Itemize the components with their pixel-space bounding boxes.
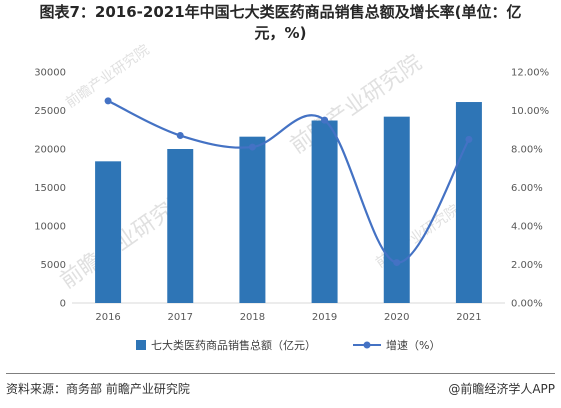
left-axis-tick-label: 30000 (34, 68, 66, 79)
bar-2020 (383, 116, 410, 303)
legend-swatch-bar (136, 340, 146, 350)
left-axis-tick-label: 20000 (34, 145, 66, 156)
left-axis-ticks: 0 5000 10000 15000 20000 25000 30000 (34, 68, 66, 310)
legend-marker-line (363, 341, 371, 349)
title-line-1: 图表7：2016-2021年中国七大类医药商品销售总额及增长率(单位：亿 (39, 3, 522, 21)
x-axis-label: 2019 (312, 312, 337, 323)
legend-label-bar: 七大类医药商品销售总额（亿元） (151, 338, 316, 352)
growth-point-2020 (393, 259, 401, 267)
right-axis-tick-label: 12.00% (511, 68, 549, 79)
credit-note: @前瞻经济学人APP (448, 382, 555, 396)
legend: 七大类医药商品销售总额（亿元） 增速（%） (136, 338, 440, 352)
bar-2017 (167, 149, 194, 303)
growth-point-2016 (104, 97, 112, 105)
left-axis-tick-label: 15000 (34, 183, 66, 194)
growth-point-2018 (248, 143, 256, 151)
title-line-2: 元，%) (254, 24, 307, 42)
growth-line-series (104, 97, 473, 267)
right-axis-tick-label: 0.00% (511, 299, 543, 310)
source-note: 资料来源：商务部 前瞻产业研究院 (6, 382, 190, 396)
left-axis-tick-label: 5000 (41, 260, 66, 271)
bar-series (95, 102, 482, 303)
footer-divider (6, 373, 555, 374)
x-axis-labels: 2016 2017 2018 2019 2020 2021 (95, 312, 481, 323)
right-axis-tick-label: 10.00% (511, 106, 549, 117)
x-axis-label: 2021 (456, 312, 481, 323)
bar-2021 (455, 102, 482, 303)
growth-point-2021 (465, 135, 473, 143)
left-axis-tick-label: 0 (60, 299, 66, 310)
x-axis-label: 2020 (384, 312, 409, 323)
right-axis-tick-label: 8.00% (511, 145, 543, 156)
bar-2019 (311, 120, 338, 303)
x-axis-label: 2017 (168, 312, 193, 323)
legend-label-line: 增速（%） (386, 338, 440, 352)
left-axis-tick-label: 10000 (34, 222, 66, 233)
right-axis-ticks: 0.00% 2.00% 4.00% 6.00% 8.00% 10.00% 12.00% (511, 68, 549, 310)
chart-title: 图表7：2016-2021年中国七大类医药商品销售总额及增长率(单位：亿 元，%… (6, 2, 555, 44)
x-axis-label: 2016 (95, 312, 120, 323)
bar-2018 (239, 136, 266, 303)
growth-point-2019 (321, 116, 329, 124)
bar-2016 (95, 161, 122, 303)
left-axis-tick-label: 25000 (34, 106, 66, 117)
growth-point-2017 (176, 132, 184, 140)
x-axis-label: 2018 (240, 312, 265, 323)
right-axis-tick-label: 2.00% (511, 260, 543, 271)
right-axis-tick-label: 6.00% (511, 183, 543, 194)
right-axis-tick-label: 4.00% (511, 222, 543, 233)
